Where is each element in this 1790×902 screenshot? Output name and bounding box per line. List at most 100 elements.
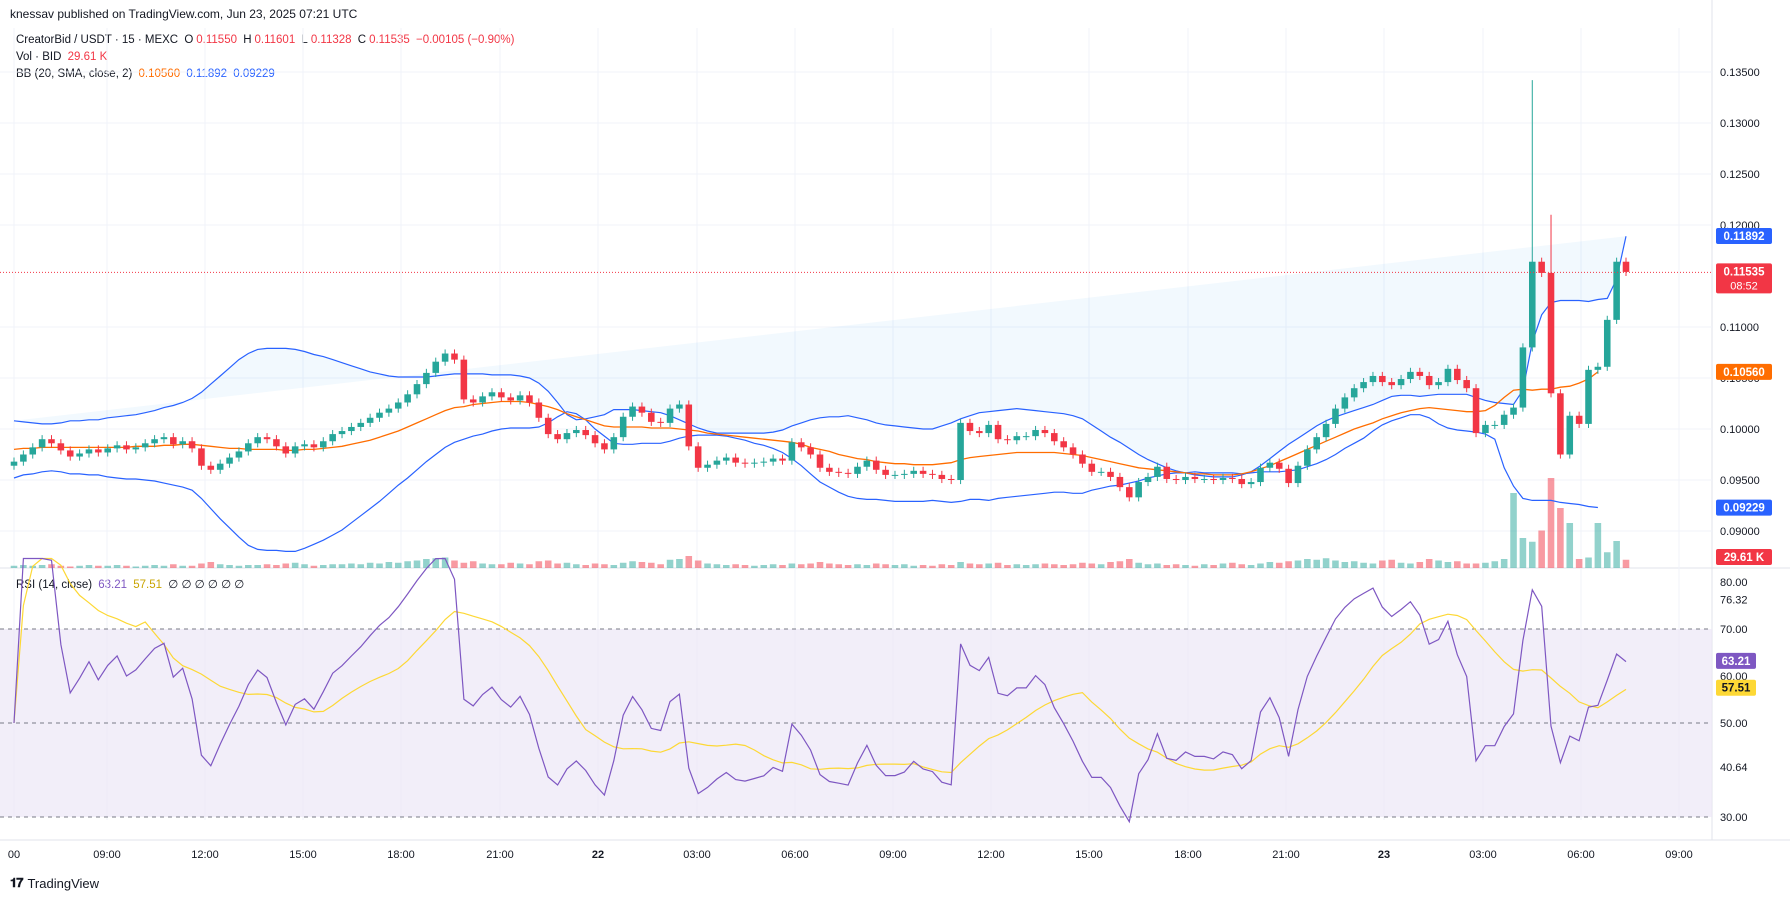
- volume-bar: [985, 563, 992, 568]
- volume-bar: [1482, 562, 1489, 568]
- volume-bar: [1491, 561, 1499, 568]
- volume-bar: [516, 563, 524, 568]
- candle-body: [854, 466, 861, 474]
- candle-body: [591, 435, 599, 444]
- candle-body: [460, 359, 468, 400]
- candle-body: [423, 372, 430, 385]
- volume-bar: [85, 565, 93, 568]
- volume-bar: [1069, 564, 1077, 568]
- symbol-legend: CreatorBid / USDT · 15 · MEXC O 0.11550 H…: [16, 34, 517, 46]
- volume-bar: [1566, 523, 1574, 568]
- volume-bar: [198, 563, 205, 568]
- candle-body: [1322, 423, 1330, 438]
- candle-body: [188, 441, 196, 449]
- volume-bar: [629, 561, 636, 568]
- candle-body: [985, 424, 992, 434]
- volume-bar: [282, 563, 290, 568]
- volume-bar: [722, 565, 730, 568]
- candle-body: [1032, 430, 1039, 437]
- candle-body: [1538, 261, 1545, 273]
- time-tick-label: 21:00: [1272, 849, 1300, 861]
- tradingview-logo[interactable]: 𝟏𝟕 TradingView: [10, 875, 99, 891]
- close-label: C: [357, 34, 367, 46]
- candle-body: [479, 396, 486, 403]
- candle-body: [657, 421, 664, 423]
- candle-body: [769, 458, 777, 462]
- candle-body: [891, 474, 899, 476]
- candle-body: [273, 439, 280, 447]
- volume-bar: [329, 564, 336, 568]
- candle-body: [741, 462, 749, 464]
- bb-label[interactable]: BB (20, SMA, close, 2): [16, 68, 133, 80]
- candle-body: [1500, 414, 1508, 425]
- volume-bar: [938, 564, 946, 568]
- price-badge: [1716, 499, 1772, 516]
- volume-bar: [657, 564, 664, 568]
- volume-bar: [1247, 565, 1255, 568]
- candle-body: [76, 453, 83, 457]
- volume-bar: [1519, 538, 1527, 568]
- candle-body: [1575, 415, 1583, 424]
- volume-bar: [797, 564, 805, 568]
- bb-lower-value: 0.09229: [233, 68, 275, 80]
- candle-body: [441, 353, 449, 362]
- volume-bar: [1079, 562, 1086, 568]
- symbol-name[interactable]: CreatorBid / USDT · 15 · MEXC: [16, 34, 179, 46]
- candle-body: [1257, 467, 1264, 483]
- volume-label[interactable]: Vol · BID: [16, 51, 62, 63]
- volume-bar: [694, 560, 702, 568]
- volume-bar: [1425, 559, 1433, 568]
- volume-bar: [863, 565, 871, 568]
- volume-bar: [882, 564, 889, 568]
- volume-bar: [544, 560, 552, 568]
- candle-body: [610, 437, 618, 450]
- volume-bar: [713, 564, 721, 568]
- candle-body: [394, 402, 402, 409]
- candle-body: [722, 457, 730, 461]
- candle-body: [1172, 478, 1180, 480]
- candle-body: [216, 463, 224, 470]
- volume-bar: [151, 565, 158, 568]
- price-badge-label: 0.11535: [1724, 266, 1766, 278]
- volume-bar: [1379, 560, 1386, 568]
- candle-body: [1238, 478, 1246, 485]
- volume-bar: [1575, 559, 1583, 568]
- candle-body: [1210, 478, 1217, 480]
- candle-body: [1088, 463, 1096, 472]
- candle-body: [1407, 371, 1414, 380]
- volume-bar: [807, 563, 814, 568]
- time-tick-label: 09:00: [93, 849, 121, 861]
- candle-body: [648, 412, 655, 422]
- candle-body: [1360, 382, 1367, 389]
- volume-bar: [245, 565, 252, 568]
- volume-bar: [676, 559, 683, 568]
- volume-bar: [1360, 562, 1367, 568]
- time-tick-label: 12:00: [977, 849, 1005, 861]
- volume-bar: [1622, 559, 1630, 568]
- volume-bar: [432, 558, 440, 568]
- price-badge: [1716, 549, 1772, 565]
- candle-body: [1463, 380, 1470, 389]
- volume-bar: [947, 565, 955, 568]
- candle-body: [863, 460, 871, 467]
- volume-bar: [170, 564, 177, 568]
- volume-bar: [132, 566, 140, 568]
- high-value: 0.11601: [254, 34, 296, 46]
- candle-body: [844, 472, 852, 474]
- candle-body: [1013, 436, 1021, 441]
- volume-bar: [976, 564, 983, 568]
- volume-bar: [1051, 564, 1058, 568]
- candle-body: [629, 406, 636, 417]
- candle-body: [357, 422, 365, 427]
- candle-body: [404, 394, 411, 403]
- candle-body: [788, 442, 796, 461]
- volume-bar: [385, 562, 393, 568]
- volume-bar: [779, 565, 786, 568]
- candle-body: [1350, 388, 1358, 398]
- volume-bar: [451, 560, 458, 568]
- candle-body: [385, 408, 393, 413]
- volume-bar: [1332, 560, 1339, 568]
- rsi-tick-label: 76.32: [1720, 594, 1748, 606]
- candle-body: [676, 404, 683, 409]
